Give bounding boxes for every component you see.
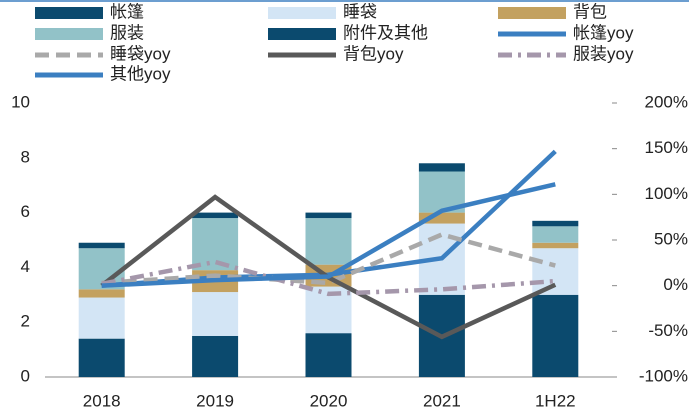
y-tick-label: 6 bbox=[21, 202, 30, 221]
legend-label: 睡袋yoy bbox=[110, 44, 171, 63]
x-tick-label: 2018 bbox=[83, 391, 121, 410]
bar-segment bbox=[192, 292, 239, 336]
legend-swatch bbox=[268, 28, 336, 40]
legend-label: 背包 bbox=[573, 2, 607, 21]
bar-segment bbox=[532, 242, 579, 249]
bar-segment bbox=[78, 338, 125, 377]
y-tick-label: 8 bbox=[21, 147, 30, 166]
yoy-line bbox=[101, 182, 556, 288]
legend-label: 背包yoy bbox=[343, 44, 404, 63]
y2-tick-label: 100% bbox=[645, 184, 688, 203]
legend-label: 附件及其他 bbox=[343, 23, 428, 42]
y2-tick-label: -50% bbox=[648, 321, 688, 340]
legend-label: 睡袋 bbox=[343, 2, 377, 21]
y-tick-label: 10 bbox=[11, 92, 30, 111]
x-tick-label: 1H22 bbox=[535, 391, 576, 410]
legend-label: 服装yoy bbox=[573, 44, 634, 63]
bar-segment bbox=[192, 218, 239, 271]
y2-tick-label: 0% bbox=[663, 275, 688, 294]
bar-segment bbox=[532, 226, 579, 243]
y-tick-label: 0 bbox=[21, 366, 30, 385]
y2-tick-label: 150% bbox=[645, 138, 688, 157]
x-tick-label: 2020 bbox=[310, 391, 348, 410]
bar-segment bbox=[192, 212, 239, 219]
bar-segment bbox=[532, 294, 579, 377]
bar-segment bbox=[305, 333, 352, 377]
x-tick-label: 2019 bbox=[196, 391, 234, 410]
y2-tick-label: 50% bbox=[654, 229, 688, 248]
bar-segment bbox=[418, 212, 465, 224]
x-tick-label: 2021 bbox=[423, 391, 461, 410]
bar-segment bbox=[305, 212, 352, 219]
legend-swatch bbox=[35, 7, 103, 19]
legend-label: 服装 bbox=[110, 23, 144, 42]
bar-segment bbox=[78, 242, 125, 249]
bar-segment bbox=[78, 289, 125, 298]
legend-label: 帐篷yoy bbox=[573, 23, 634, 42]
legend-swatch bbox=[35, 28, 103, 40]
bar-segment bbox=[532, 220, 579, 227]
legend-label: 帐篷 bbox=[110, 2, 144, 21]
y-tick-label: 4 bbox=[21, 257, 30, 276]
bar-segment bbox=[192, 335, 239, 377]
yoy-line bbox=[101, 232, 556, 286]
yoy-line bbox=[101, 259, 556, 297]
bar-segment bbox=[78, 297, 125, 339]
y2-tick-label: -100% bbox=[639, 366, 688, 385]
legend-swatch bbox=[498, 7, 566, 19]
bar-segment bbox=[532, 248, 579, 295]
bar-segment bbox=[305, 218, 352, 265]
legend-swatch bbox=[268, 7, 336, 19]
y-tick-label: 2 bbox=[21, 312, 30, 331]
bar-segment bbox=[418, 163, 465, 172]
y2-tick-label: 200% bbox=[645, 92, 688, 111]
legend-label: 其他yoy bbox=[110, 64, 171, 83]
